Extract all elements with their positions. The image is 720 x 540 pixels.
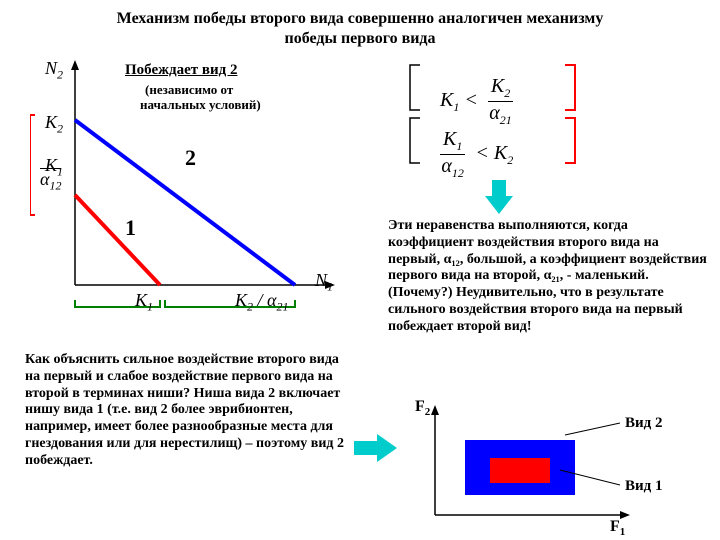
label-N2: N2	[45, 58, 63, 83]
label-K1-a12: α12	[40, 168, 61, 194]
ineq1: K1 < K2 α21	[440, 75, 513, 128]
title-line1: Механизм победы второго вида совершенно …	[0, 10, 720, 28]
line-label-2: 2	[185, 145, 196, 171]
label-N1: N1	[315, 270, 333, 295]
label-F1: F1	[610, 518, 625, 538]
label-F2: F2	[415, 398, 430, 418]
label-K2-a21: K2 / α21	[235, 290, 288, 315]
arrow-right	[352, 432, 402, 464]
arrow-down	[480, 178, 520, 218]
explanation-text: Эти неравенства выполняются, когда коэфф…	[388, 218, 708, 336]
label-K1-x: K1	[135, 290, 153, 315]
ineq2: K1 α12 < K2	[440, 128, 513, 181]
main-chart	[30, 55, 350, 315]
question-text: Как объяснить сильное воздействие второг…	[25, 352, 350, 470]
vid-lines	[560, 415, 660, 515]
label-K2: K2	[45, 112, 63, 137]
line-label-1: 1	[125, 215, 136, 241]
title-line2: победы первого вида	[0, 30, 720, 48]
